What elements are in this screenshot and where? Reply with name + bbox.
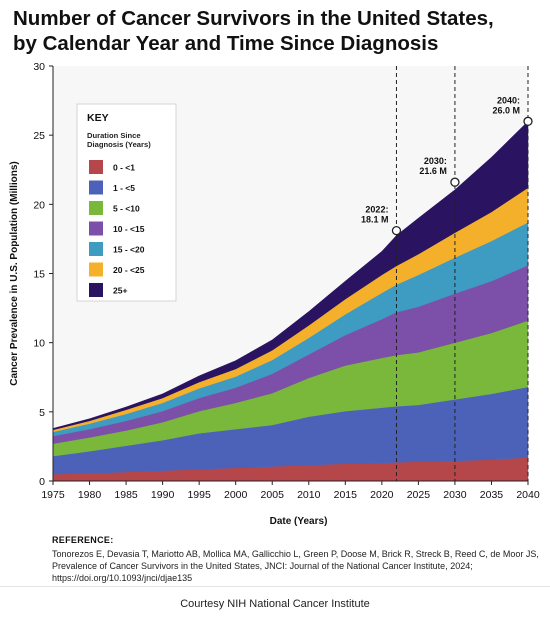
legend-swatch-2 xyxy=(89,180,103,195)
legend-swatch-4 xyxy=(89,221,103,236)
annotation-value-2030: 21.6 M xyxy=(419,166,447,176)
chart-title-line-2: by Calendar Year and Time Since Diagnosi… xyxy=(13,32,439,55)
x-tick-label: 1985 xyxy=(114,489,138,501)
annotation-marker-2022 xyxy=(391,225,402,236)
x-tick-label: 2010 xyxy=(297,489,321,501)
annotations: 2022:18.1 M 2030:21.6 M 2040:26.0 M xyxy=(361,95,533,236)
chart-title-line-1: Number of Cancer Survivors in the United… xyxy=(13,7,494,30)
legend-subtitle-line-2: Diagnosis (Years) xyxy=(87,140,151,149)
legend-label-2: 1 - <5 xyxy=(113,183,135,193)
x-tick-label: 2035 xyxy=(480,489,504,501)
area-series-group xyxy=(52,120,529,482)
annotation-year-2040: 2040: xyxy=(497,95,520,105)
reference-heading: REFERENCE: xyxy=(52,535,114,545)
annotation-value-2040: 26.0 M xyxy=(492,105,520,115)
reference-lines xyxy=(395,66,529,481)
x-tick-label: 2000 xyxy=(224,489,248,501)
y-tick-label: 25 xyxy=(33,130,45,142)
y-tick-label: 5 xyxy=(39,407,45,419)
annotation-marker-2030 xyxy=(450,177,460,187)
legend-swatch-6 xyxy=(89,262,103,277)
x-tick-label: 2020 xyxy=(370,489,394,501)
x-tick-label: 1980 xyxy=(78,489,102,501)
legend-subtitle-line-1: Duration Since xyxy=(87,131,141,140)
legend-label-7: 25+ xyxy=(113,286,127,296)
legend-swatch-1 xyxy=(89,160,103,174)
x-tick-label: 2005 xyxy=(261,489,285,501)
annotation-value-2022: 18.1 M xyxy=(361,215,389,225)
annotation-year-2030: 2030: xyxy=(424,156,447,166)
x-axis-label: Date (Years) xyxy=(270,516,328,527)
y-tick-label: 20 xyxy=(33,199,45,211)
credit-text: Courtesy NIH National Cancer Institute xyxy=(180,598,370,610)
x-tick-label: 2040 xyxy=(516,489,540,501)
credit-bar xyxy=(0,586,550,620)
legend-label-4: 10 - <15 xyxy=(113,224,145,234)
legend-label-3: 5 - <10 xyxy=(113,204,140,214)
legend-label-5: 15 - <20 xyxy=(113,245,145,255)
x-tick-label: 2015 xyxy=(334,489,358,501)
y-tick-label: 30 xyxy=(33,61,45,73)
annotation-year-2022: 2022: xyxy=(365,205,388,215)
x-tick-label: 2025 xyxy=(407,489,431,501)
y-tick-label: 10 xyxy=(33,338,45,350)
x-tick-label: 1975 xyxy=(41,489,65,501)
annotation-marker-2040 xyxy=(523,116,533,126)
legend-label-6: 20 - <25 xyxy=(113,265,145,275)
legend-title: KEY xyxy=(87,112,109,124)
y-tick-label: 0 xyxy=(39,476,45,488)
x-tick-label: 1995 xyxy=(187,489,211,501)
x-tick-label: 1990 xyxy=(151,489,175,501)
chart-title: Number of Cancer Survivors in the United… xyxy=(13,6,543,56)
x-tick-label: 2030 xyxy=(443,489,467,501)
legend-label-1: 0 - <1 xyxy=(113,163,135,173)
y-axis-label: Cancer Prevalence in U.S. Population (Mi… xyxy=(9,161,20,386)
y-tick-label: 15 xyxy=(33,269,45,281)
legend-swatch-7 xyxy=(89,283,103,297)
legend-swatch-3 xyxy=(89,201,103,215)
reference-text: Tonorezos E, Devasia T, Mariotto AB, Mol… xyxy=(52,549,539,583)
legend-swatch-5 xyxy=(89,242,103,256)
